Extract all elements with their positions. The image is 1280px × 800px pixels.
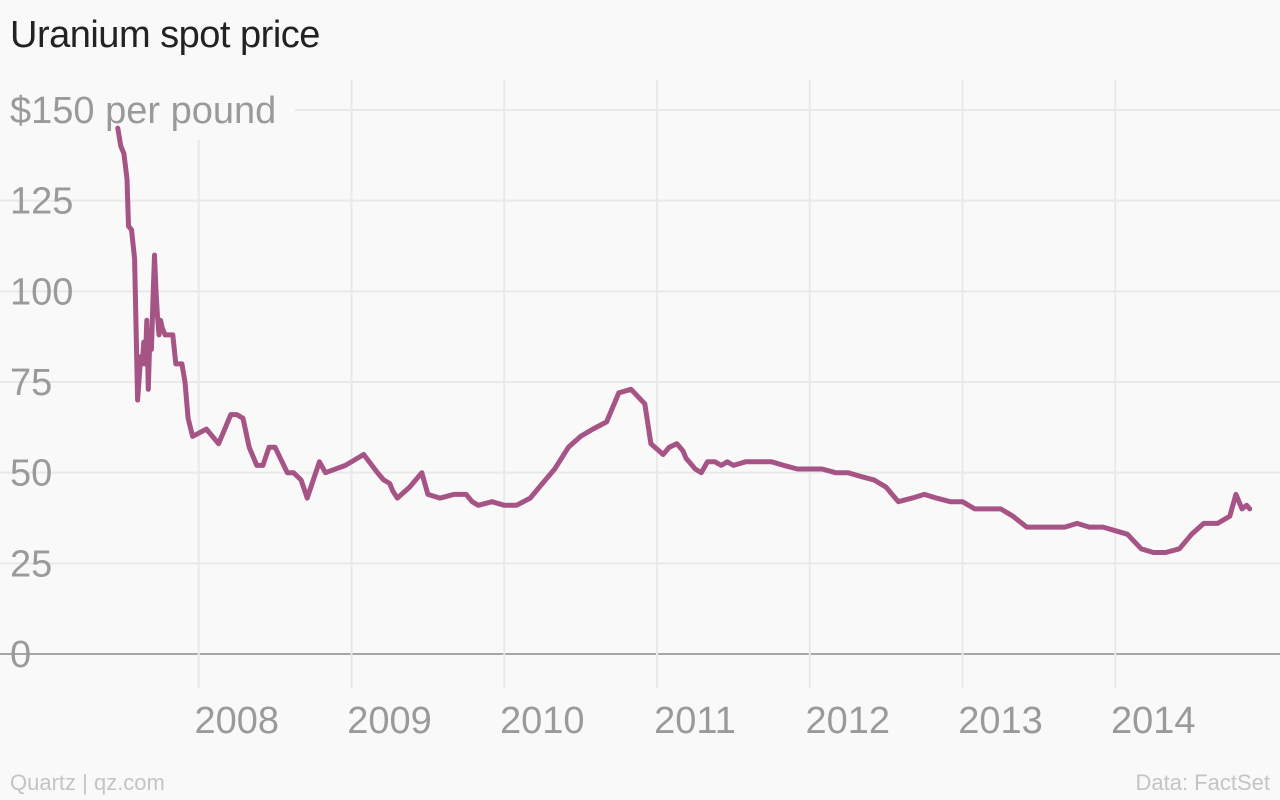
footer-credit: Quartz | qz.com [10,770,165,795]
y-axis-ticks: $150 per pound 125 100 75 50 25 0 [10,90,276,676]
y-tick-label: $150 per pound [10,90,276,132]
y-tick-label: 0 [10,634,31,676]
x-tick-label: 2009 [347,700,432,742]
x-tick-label: 2011 [654,700,736,742]
footer-source: Data: FactSet [1135,770,1270,795]
x-tick-label: 2013 [958,700,1043,742]
x-tick-label: 2012 [805,700,890,742]
y-tick-label: 100 [10,271,73,313]
y-tick-label: 125 [10,181,73,223]
gridlines [0,80,1280,688]
y-tick-label: 50 [10,453,52,495]
x-axis-ticks: 2008 2009 2010 2011 2012 2013 2014 [194,700,1195,742]
x-tick-label: 2010 [500,700,585,742]
chart-title: Uranium spot price [10,14,320,56]
series-layer [115,125,1253,555]
y-tick-label: 25 [10,543,52,585]
y-tick-label: 75 [10,362,52,404]
series-line [115,125,1253,555]
x-tick-label: 2014 [1111,700,1196,742]
x-tick-label: 2008 [194,700,279,742]
